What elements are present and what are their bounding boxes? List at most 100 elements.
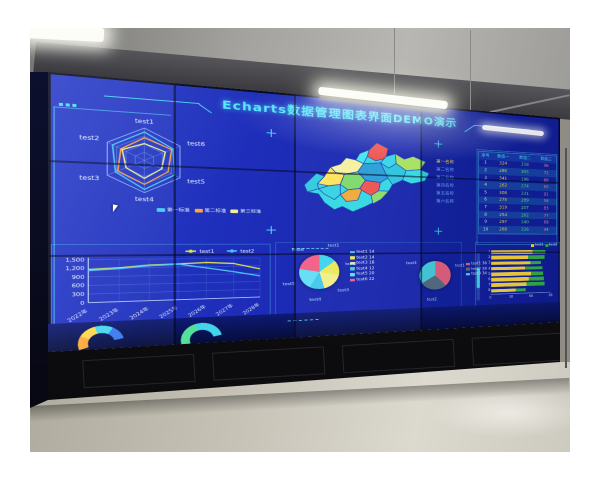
bar-segment [526, 282, 545, 286]
pie-slice-label: test1 [327, 244, 340, 249]
table-header-cell: 序号 [481, 153, 490, 159]
table-cell: 324 [499, 161, 508, 167]
crosshair-decoration [266, 226, 276, 234]
pie2-legend: test1 38 test2 28 test3 34 [465, 261, 487, 277]
wall-left-edge [30, 72, 48, 408]
legend-swatch [465, 272, 471, 276]
legend-swatch [465, 262, 471, 266]
radar-axis-label: test2 [79, 134, 99, 142]
y-tick-label: 1,200 [65, 266, 84, 272]
bar-x-tick: 0 [489, 295, 492, 300]
legend-swatch [350, 256, 355, 260]
legend-swatch [156, 207, 166, 212]
mouse-cursor-icon [112, 204, 119, 213]
header-slant [198, 103, 212, 114]
cabinet-panel [471, 331, 560, 366]
table-cell: 2 [484, 168, 487, 173]
province-map-chart [294, 131, 441, 233]
legend-swatch [350, 278, 355, 282]
bar-x-tick: 90 [548, 293, 553, 298]
table-cell: 231 [521, 191, 529, 197]
light-suspension-rod [470, 30, 471, 116]
table-cell: 218 [521, 162, 529, 168]
light-suspension-rod [394, 28, 395, 94]
legend-item: 第二标准 [194, 207, 226, 214]
legend-swatch [465, 267, 471, 271]
legend-swatch [350, 272, 355, 277]
table-cell: 305 [521, 169, 529, 175]
table-cell: 286 [499, 168, 508, 174]
echarts-dashboard: Echarts数据管理图表界面DEMO演示 test1 test6 test5 tes… [48, 72, 561, 352]
bar-segment [491, 288, 516, 293]
table-cell: 240 [521, 220, 529, 225]
rank-list: 第一名称第二名称第三名称第四名称第五名称第六名称 [436, 158, 475, 207]
table-cell: 9 [484, 219, 487, 225]
table-cell: 77 [543, 213, 549, 219]
header-line [103, 95, 200, 105]
dashed-decoration [287, 319, 319, 322]
line-legend-label: test2 [240, 249, 254, 254]
crosshair-decoration [434, 140, 442, 148]
table-cell: 58 [543, 199, 549, 204]
y-tick-label: 0 [80, 300, 84, 306]
table-cell: 7 [484, 204, 487, 210]
legend-item: test2 [545, 243, 557, 247]
data-zoom-slider [476, 252, 480, 301]
legend-item: test5 20 [350, 272, 374, 277]
pie-slice-label: test4 [309, 297, 322, 303]
pie-slice-label: test1 [454, 263, 465, 268]
table-cell: 6 [484, 197, 487, 203]
bar-segment [527, 255, 545, 260]
radar-axis-label: test3 [79, 174, 100, 182]
y-tick-label: 900 [72, 275, 85, 281]
table-cell: 83 [543, 206, 549, 211]
y-tick-label: 1,500 [65, 257, 84, 263]
radar-legend: 第一标准 第二标准 第三标准 [156, 206, 262, 215]
table-cell: 8 [484, 212, 487, 217]
legend-label: test2 28 [471, 266, 487, 272]
table-cell: 4 [484, 182, 487, 188]
legend-item: test3 34 [465, 271, 487, 277]
dashed-decoration [291, 247, 329, 249]
table-cell: 1 [484, 160, 487, 166]
line-legend-label: test1 [199, 249, 214, 254]
crosshair-decoration [434, 228, 442, 235]
legend-label: test3 34 [471, 271, 487, 277]
legend-label: 第三标准 [240, 209, 262, 215]
table-cell: 65 [543, 185, 549, 190]
bar-segment [491, 255, 528, 260]
radar-chart: test1 test6 test5 test4 test3 test2 [79, 117, 205, 203]
legend-item: test2 28 [465, 266, 487, 272]
bar-segment [524, 266, 543, 270]
cabinet-panel [211, 346, 326, 381]
table-cell: 262 [521, 213, 529, 218]
pie-slice-label: test2 [426, 297, 438, 303]
table-cell: 268 [499, 227, 508, 232]
bar-segment [515, 287, 526, 292]
bar-legend: test1 test2 [531, 243, 557, 247]
table-cell: 262 [499, 183, 508, 189]
table-cell: 96 [543, 164, 549, 169]
table-cell: 91 [543, 192, 549, 197]
cabinet-panel [341, 338, 456, 374]
legend-label: test2 14 [356, 255, 375, 261]
legend-label: 第一标准 [166, 208, 190, 214]
legend-item: test6 22 [350, 277, 374, 282]
rank-list-item: 第六名称 [436, 199, 454, 205]
wall-bezel [293, 94, 296, 338]
table-cell: 254 [499, 212, 508, 218]
table-cell: 10 [482, 227, 489, 232]
wall-bezel [173, 83, 176, 345]
wall-bezel [420, 105, 423, 331]
radar-axis-label: test1 [135, 117, 154, 125]
radar-axis-label: test4 [135, 195, 154, 203]
legend-item: test1 38 [465, 261, 487, 266]
table-cell: 226 [521, 227, 529, 233]
legend-label: test1 38 [471, 261, 487, 266]
bar-x-tick: 60 [529, 293, 534, 298]
pie-slice-label: test2 [345, 262, 357, 267]
legend-label: test4 12 [356, 266, 375, 272]
bar-segment [491, 261, 531, 266]
legend-item: 第三标准 [230, 208, 262, 215]
